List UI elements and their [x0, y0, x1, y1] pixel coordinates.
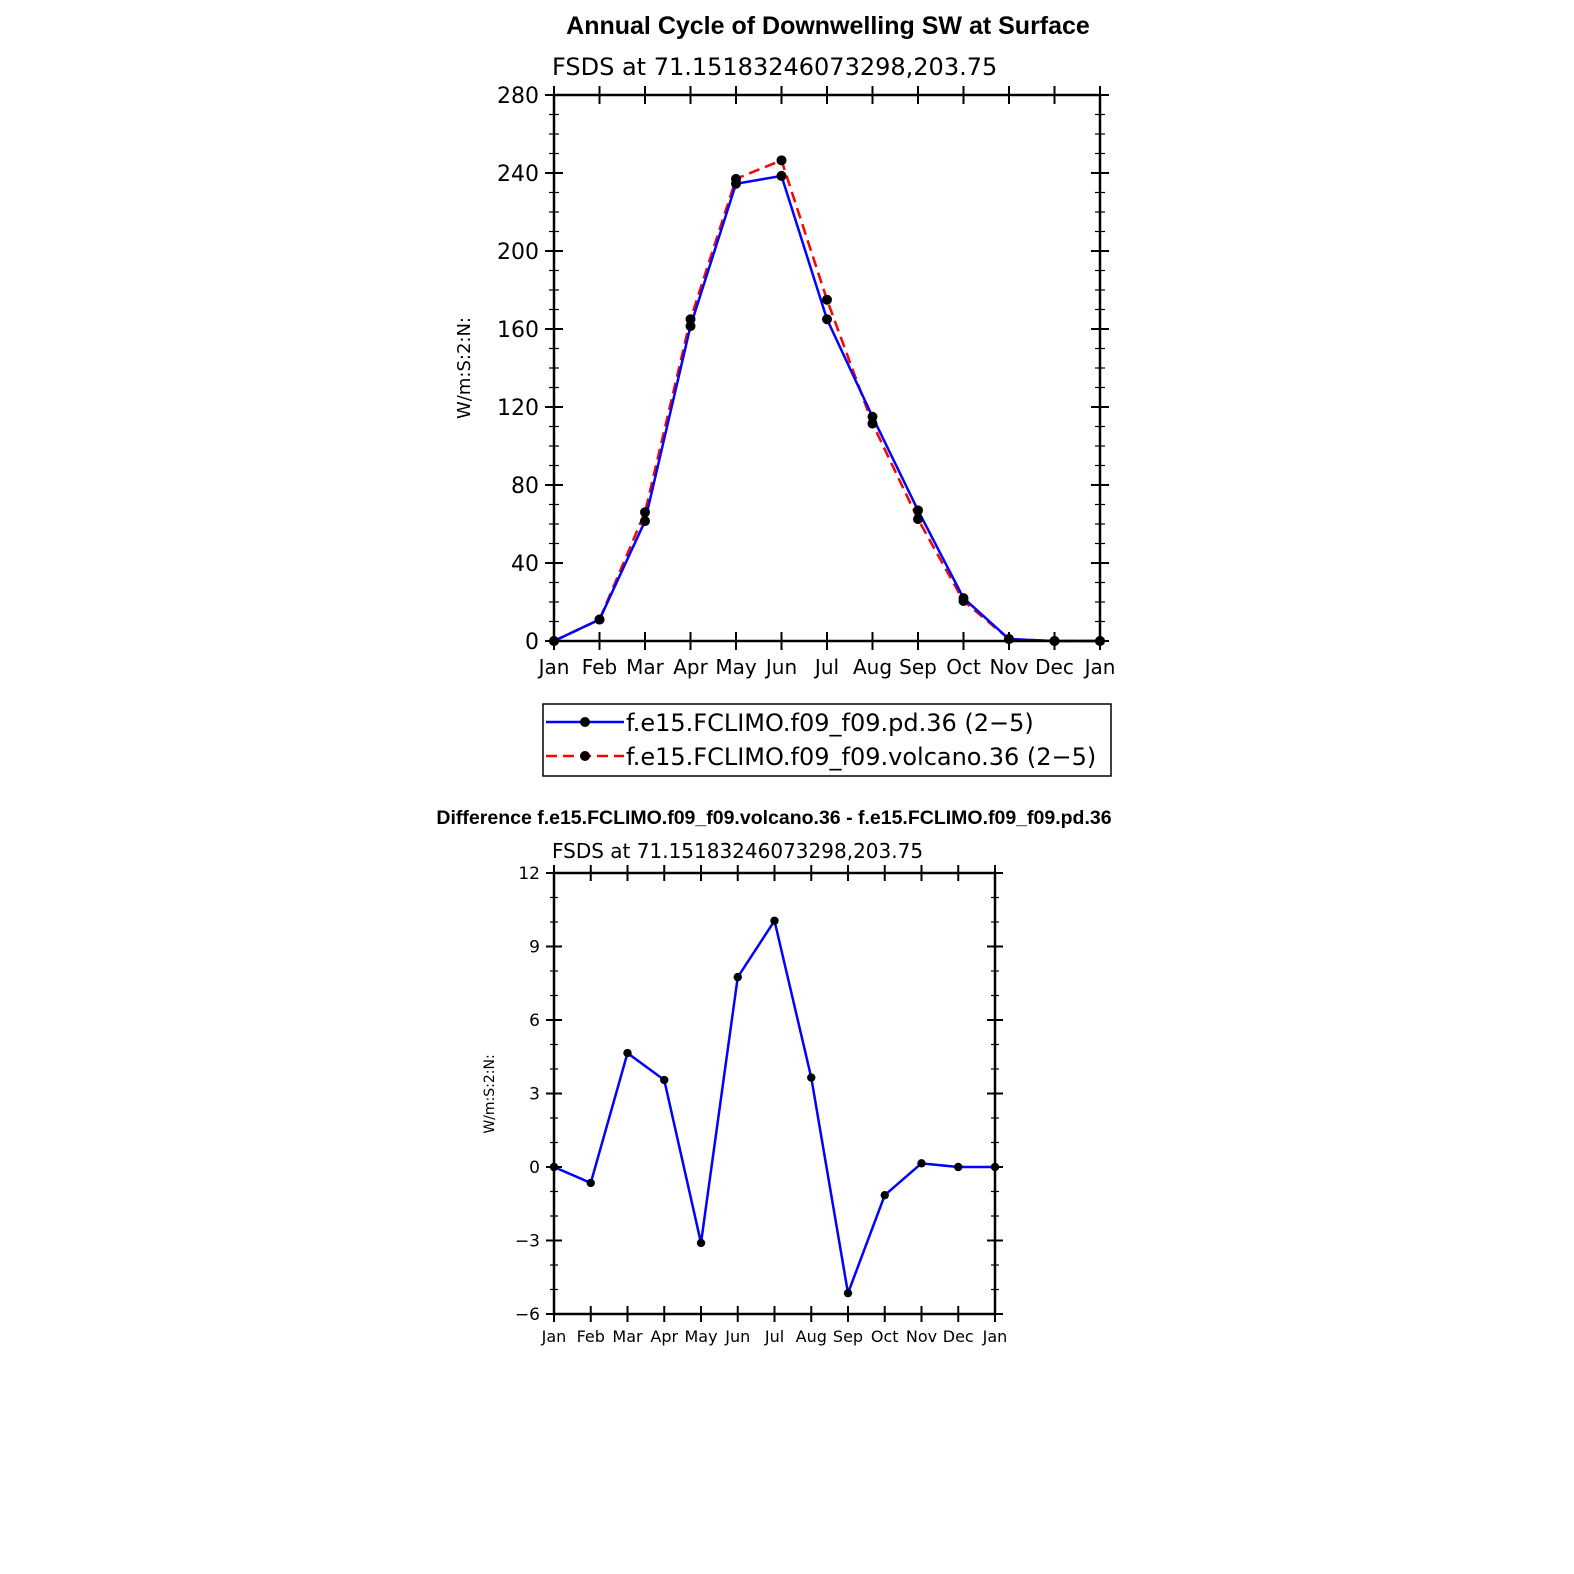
legend-label-volcano: f.e15.FCLIMO.f09_f09.volcano.36 (2−5)	[626, 743, 1096, 771]
x-tick-label: Aug	[796, 1327, 827, 1346]
x-tick-label: Feb	[577, 1327, 605, 1346]
x-tick-label: Mar	[626, 655, 665, 679]
chart2-subtitle: FSDS at 71.15183246073298,203.75	[552, 839, 923, 863]
x-tick-label: Jan	[1083, 655, 1116, 679]
x-tick-label: Oct	[871, 1327, 899, 1346]
series-line-1	[553, 159, 1100, 643]
series-0-point	[776, 170, 787, 181]
x-tick-label: Dec	[943, 1327, 974, 1346]
y-tick-label: 12	[518, 864, 540, 884]
series-0-point	[623, 1048, 632, 1058]
series-0-point	[586, 1178, 595, 1188]
series-line-0	[553, 919, 995, 1295]
chart1-series	[549, 155, 1105, 646]
chart1-ticks	[545, 86, 1109, 650]
y-tick-label: 0	[525, 630, 539, 655]
y-tick-label: 80	[511, 474, 539, 499]
x-tick-label: Aug	[853, 655, 892, 679]
x-tick-label: Mar	[612, 1327, 643, 1346]
series-0-point	[660, 1075, 669, 1085]
series-1-point	[640, 507, 650, 518]
chart2-ylabel: W/m:S:2:N:	[482, 1054, 498, 1133]
series-1-point	[685, 314, 696, 325]
y-tick-label: 6	[529, 1011, 540, 1031]
y-tick-label: −6	[515, 1305, 540, 1325]
chart1-y-tick-labels: 0 40 80 120 160 200 240 280	[497, 84, 539, 655]
y-tick-label: 120	[497, 396, 539, 421]
series-0-point	[917, 1159, 926, 1168]
series-0-point	[822, 314, 832, 325]
chart2-y-tick-labels: −6 −3 0 3 6 9 12	[515, 864, 540, 1325]
series-1-point	[776, 155, 787, 166]
chart1-legend: f.e15.FCLIMO.f09_f09.pd.36 (2−5) f.e15.F…	[542, 703, 1112, 777]
x-tick-label: Apr	[673, 655, 708, 679]
chart1-plot-frame	[552, 93, 1102, 643]
y-tick-label: 240	[497, 162, 539, 187]
series-0-point	[954, 1162, 963, 1172]
series-0-point	[843, 1288, 853, 1298]
x-tick-label: May	[715, 655, 757, 679]
series-0-point	[770, 916, 779, 925]
x-tick-label: May	[684, 1327, 717, 1346]
legend-marker-pd	[580, 717, 590, 727]
chart1-subtitle: FSDS at 71.15183246073298,203.75	[552, 53, 997, 81]
chart1-ylabel: W/m:S:2:N:	[454, 317, 475, 419]
y-tick-label: 40	[511, 552, 539, 577]
x-tick-label: Apr	[650, 1327, 678, 1346]
y-tick-label: 200	[497, 240, 539, 265]
x-tick-label: Feb	[582, 655, 617, 679]
series-0-point	[913, 505, 923, 516]
annual-cycle-chart: Annual Cycle of Downwelling SW at Surfac…	[454, 12, 1116, 777]
series-1-point	[1004, 634, 1014, 645]
series-1-point	[867, 418, 878, 429]
chart2-ticks	[546, 865, 1003, 1322]
y-tick-label: −3	[515, 1232, 540, 1252]
chart1-x-tick-labels: Jan Feb Mar Apr May Jun Jul Aug Sep Oct Nov Dec Jan	[537, 655, 1116, 679]
difference-chart: Difference f.e15.FCLIMO.f09_f09.volcano.…	[436, 807, 1111, 1346]
series-0-point	[640, 516, 650, 527]
series-1-point	[731, 173, 741, 184]
series-1-point	[822, 294, 832, 305]
x-tick-label: Jan	[537, 655, 570, 679]
y-tick-label: 280	[497, 84, 539, 109]
x-tick-label: Sep	[833, 1327, 863, 1346]
x-tick-label: Jan	[541, 1327, 567, 1346]
chart2-plot-frame	[552, 871, 997, 1316]
series-1-point	[594, 614, 605, 625]
x-tick-label: Jul	[764, 1327, 784, 1346]
series-0-point	[696, 1238, 706, 1248]
series-line-0	[553, 174, 1100, 643]
legend-marker-volcano	[580, 751, 590, 761]
legend-box	[542, 703, 1112, 777]
series-1-point	[913, 514, 923, 525]
chart1-title: Annual Cycle of Downwelling SW at Surfac…	[566, 12, 1090, 40]
series-1-point	[958, 596, 969, 607]
series-0-point	[807, 1073, 816, 1082]
series-0-point	[733, 972, 742, 982]
x-tick-label: Nov	[989, 655, 1028, 679]
x-tick-label: Jun	[764, 655, 797, 679]
chart2-series	[549, 916, 1000, 1298]
chart2-x-tick-labels: Jan Feb Mar Apr May Jun Jul Aug Sep Oct Nov Dec Jan	[541, 1327, 1008, 1346]
y-tick-label: 160	[497, 318, 539, 343]
y-tick-label: 3	[529, 1085, 540, 1105]
y-tick-label: 9	[529, 938, 540, 958]
series-0-point	[880, 1190, 889, 1200]
y-tick-label: 0	[529, 1158, 540, 1178]
x-tick-label: Jan	[982, 1327, 1008, 1346]
chart2-title: Difference f.e15.FCLIMO.f09_f09.volcano.…	[436, 807, 1111, 829]
x-tick-label: Sep	[899, 655, 937, 679]
x-tick-label: Oct	[946, 655, 981, 679]
x-tick-label: Nov	[906, 1327, 937, 1346]
x-tick-label: Jul	[813, 655, 839, 679]
x-tick-label: Jun	[724, 1327, 750, 1346]
x-tick-label: Dec	[1035, 655, 1074, 679]
legend-label-pd: f.e15.FCLIMO.f09_f09.pd.36 (2−5)	[626, 709, 1034, 737]
